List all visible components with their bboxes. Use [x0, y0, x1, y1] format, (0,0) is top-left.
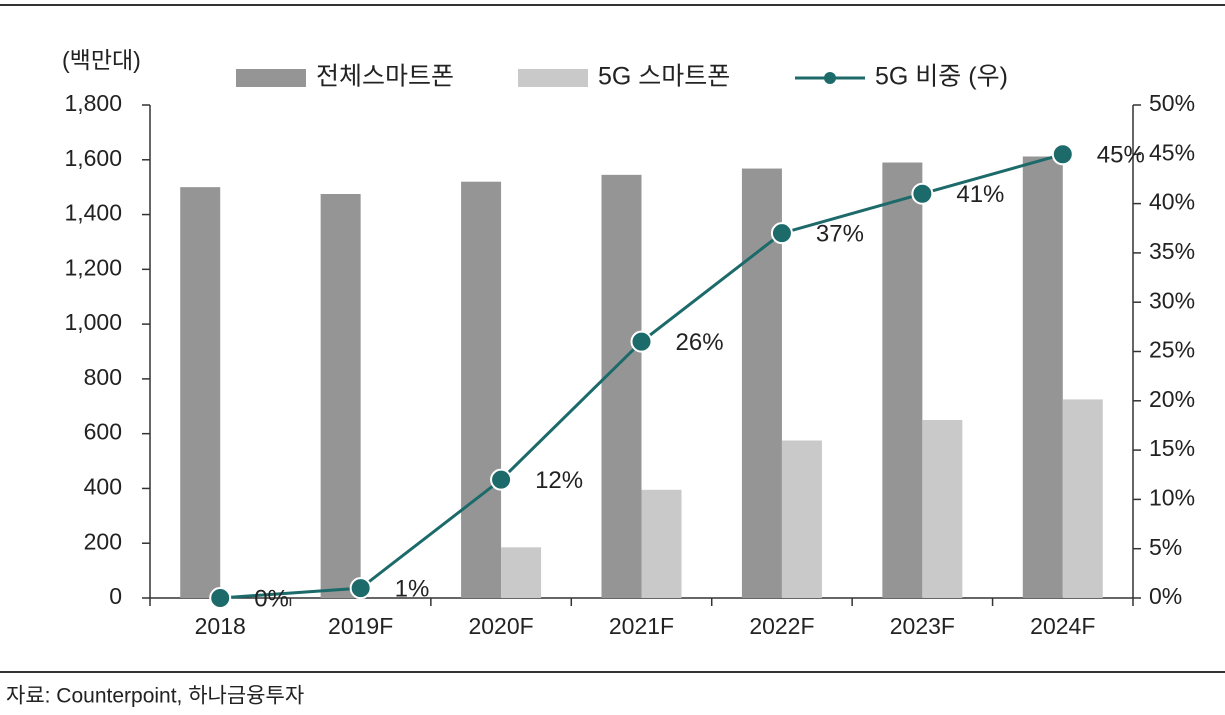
- y-tick-label: 0: [109, 583, 122, 609]
- line-marker: [770, 222, 793, 245]
- y-tick-label: 1,800: [64, 90, 122, 116]
- line-marker: [349, 577, 372, 600]
- data-label: 41%: [956, 181, 1004, 208]
- line-marker: [490, 468, 513, 491]
- bar: [461, 181, 502, 598]
- y2-tick-label: 40%: [1149, 189, 1195, 215]
- y-tick-label: 1,400: [64, 200, 122, 226]
- y2-tick-label: 35%: [1149, 238, 1195, 264]
- y-tick-label: 200: [84, 528, 122, 554]
- y2-tick-label: 50%: [1149, 90, 1195, 116]
- line-marker: [1051, 143, 1074, 166]
- y-tick-label: 1,200: [64, 254, 122, 280]
- data-label: 0%: [254, 585, 289, 612]
- y-axis-title: (백만대): [62, 47, 141, 73]
- y-tick-label: 800: [84, 364, 122, 390]
- y2-tick-label: 25%: [1149, 337, 1195, 363]
- x-tick-label: 2018: [195, 613, 246, 639]
- data-label: 37%: [816, 221, 864, 248]
- legend-swatch: [518, 69, 588, 87]
- legend-label: 5G 스마트폰: [598, 63, 730, 91]
- y2-tick-label: 15%: [1149, 435, 1195, 461]
- bar: [501, 547, 542, 598]
- y2-tick-label: 20%: [1149, 386, 1195, 412]
- bar: [1022, 156, 1063, 599]
- y-tick-label: 600: [84, 419, 122, 445]
- y2-tick-label: 0%: [1149, 583, 1182, 609]
- x-tick-label: 2023F: [890, 613, 955, 639]
- y2-tick-label: 10%: [1149, 484, 1195, 510]
- y2-tick-label: 5%: [1149, 534, 1182, 560]
- y2-tick-label: 45%: [1149, 139, 1195, 165]
- x-tick-label: 2024F: [1030, 613, 1095, 639]
- line-marker: [630, 330, 653, 353]
- y-tick-label: 1,000: [64, 309, 122, 335]
- y2-tick-label: 30%: [1149, 287, 1195, 313]
- x-tick-label: 2022F: [749, 613, 814, 639]
- x-tick-label: 2019F: [328, 613, 393, 639]
- y-tick-label: 1,600: [64, 145, 122, 171]
- legend-swatch: [824, 72, 836, 84]
- bar: [922, 419, 963, 598]
- bar: [320, 194, 361, 598]
- bar: [882, 162, 923, 598]
- x-tick-label: 2020F: [468, 613, 533, 639]
- legend-label: 전체스마트폰: [316, 63, 454, 91]
- bar: [1062, 399, 1103, 598]
- bar: [781, 440, 822, 598]
- bar: [641, 489, 682, 598]
- line-marker: [209, 587, 232, 609]
- data-label: 26%: [676, 329, 724, 356]
- data-label: 12%: [535, 467, 583, 494]
- line-marker: [911, 182, 934, 205]
- legend-label: 5G 비중 (우): [875, 63, 1008, 91]
- x-tick-label: 2021F: [609, 613, 674, 639]
- source-note: 자료: Counterpoint, 하나금융투자: [6, 685, 304, 708]
- data-label: 45%: [1097, 142, 1145, 169]
- legend-swatch: [236, 69, 306, 87]
- bar: [180, 187, 221, 598]
- y-tick-label: 400: [84, 474, 122, 500]
- bar: [601, 174, 642, 598]
- data-label: 1%: [395, 575, 430, 602]
